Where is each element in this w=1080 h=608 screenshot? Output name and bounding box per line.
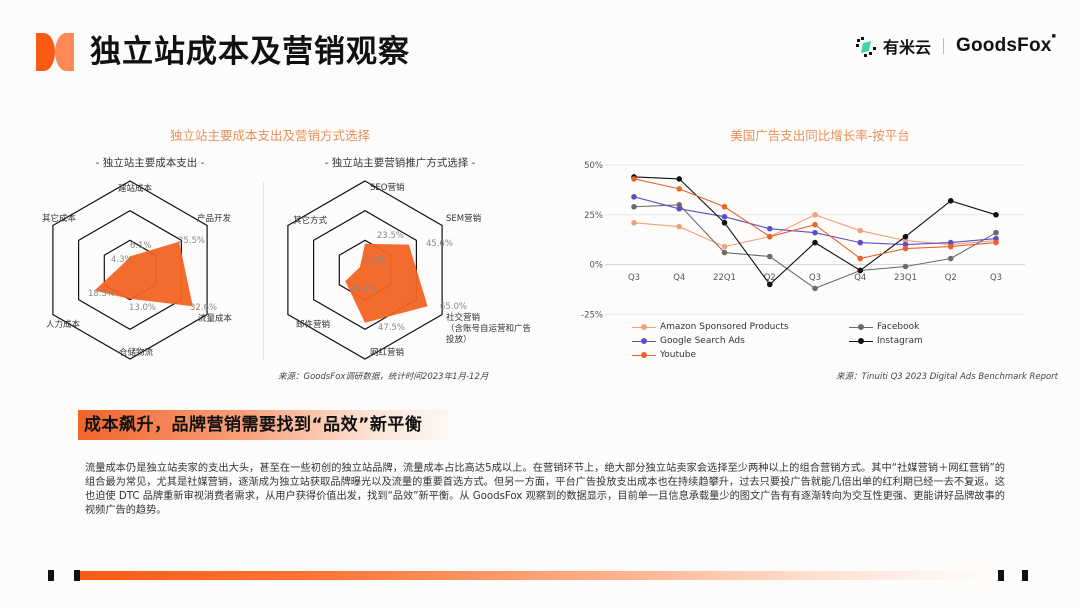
svg-text:Q2: Q2 [764, 273, 776, 283]
svg-text:23Q1: 23Q1 [894, 273, 917, 283]
marketing-radar-title: - 独立站主要营销推广方式选择 - [324, 157, 476, 169]
svg-text:0%: 0% [590, 261, 604, 271]
brand-logos: 有米云 GoodsFox■ [855, 30, 1056, 62]
youmi-logo-icon [856, 37, 876, 57]
left-section-title: 独立站主要成本支出及营销方式选择 [169, 128, 370, 143]
radar-value: 4.3% [111, 255, 133, 265]
body-paragraph: 流量成本仍是独立站卖家的支出大头，甚至在一些初创的独立站品牌，流量成本占比高达5… [85, 463, 1005, 516]
radar-value: 23.5% [377, 231, 405, 241]
footer-gradient-bar [80, 571, 990, 580]
svg-text:50%: 50% [584, 161, 603, 171]
radar-label-labor: 人力成本 [46, 320, 81, 330]
footer-marker [74, 570, 80, 581]
marketing-radar-chart [287, 180, 443, 360]
footer-marker [48, 570, 54, 581]
radar-label-sem: SEM营销 [446, 214, 482, 224]
cost-radar-chart [52, 180, 208, 360]
radar-label-influencer: 网红营销 [370, 348, 405, 358]
legend-marker-icon [632, 336, 656, 346]
svg-text:25%: 25% [584, 211, 603, 221]
page-title: 独立站成本及营销观察 [90, 34, 410, 70]
right-section-title: 美国广告支出同比增长率-按平台 [730, 128, 910, 143]
svg-text:Q3: Q3 [628, 273, 640, 283]
svg-text:Q4: Q4 [854, 273, 866, 283]
legend-item-instagram: Instagram [849, 336, 923, 346]
svg-text:-25%: -25% [581, 310, 603, 320]
radar-value: 5.3% [364, 256, 386, 266]
radar-value: 20.4% [350, 284, 378, 294]
radar-value: 13.0% [129, 303, 157, 313]
radar-label-social: 社交营销 （含账号自运营和广告 投放） [446, 313, 532, 345]
radar-value: 47.5% [378, 323, 406, 333]
svg-text:Q4: Q4 [673, 273, 685, 283]
ad-spend-line-chart: 50% 25% 0% -25% Q3 Q4 22Q1 Q2 Q3 Q4 23Q1 Q2 Q3 [581, 161, 1025, 320]
radar-label-traffic: 流量成本 [198, 314, 233, 324]
left-source-note: 来源：GoodsFox调研数据，统计时间2023年1月-12月 [278, 372, 489, 382]
key-insight-banner: 成本飙升，品牌营销需要找到“品效”新平衡 [78, 410, 448, 440]
radar-value: 65.0% [440, 302, 468, 312]
legend-marker-icon [849, 336, 873, 346]
cost-radar-title: - 独立站主要成本支出 - [95, 157, 205, 169]
legend-item-amazon: Amazon Sponsored Products [632, 322, 789, 332]
radar-label-logistics: 仓储物流 [119, 348, 154, 358]
goodsfox-brand-text: GoodsFox■ [956, 33, 1056, 56]
legend-marker-icon [849, 322, 873, 332]
radar-label-email: 邮件营销 [296, 320, 331, 330]
svg-text:Q3: Q3 [809, 273, 821, 283]
radar-label-seo: SEO营销 [370, 183, 405, 193]
radar-value: 32.6% [190, 303, 218, 313]
legend-item-youtube: Youtube [632, 350, 696, 360]
radar-label-other: 其它成本 [42, 214, 77, 224]
legend-marker-icon [632, 350, 656, 360]
radar-label-other-method: 其它方式 [293, 216, 328, 226]
footer-marker [998, 570, 1004, 581]
legend-marker-icon [632, 322, 656, 332]
footer-marker [1022, 570, 1028, 581]
brand-separator [943, 38, 945, 54]
radar-value: 25.5% [178, 236, 206, 246]
svg-text:Q2: Q2 [945, 273, 957, 283]
brand-logo-icon [36, 33, 74, 71]
radar-value: 45.6% [426, 239, 454, 249]
radar-label-site-build: 建站成本 [118, 184, 153, 194]
svg-text:Q3: Q3 [990, 273, 1002, 283]
section-divider [263, 182, 264, 360]
right-source-note: 来源：Tinuiti Q3 2023 Digital Ads Benchmark… [836, 372, 1059, 382]
legend-item-facebook: Facebook [849, 322, 919, 332]
youmi-brand-text: 有米云 [883, 38, 932, 57]
legend-item-google: Google Search Ads [632, 336, 745, 346]
banner-heading: 成本飙升，品牌营销需要找到“品效”新平衡 [84, 415, 423, 435]
radar-value: 18.5% [88, 289, 116, 299]
radar-value: 6.1% [130, 241, 152, 251]
radar-label-product-dev: 产品开发 [197, 214, 232, 224]
svg-text:22Q1: 22Q1 [713, 273, 736, 283]
